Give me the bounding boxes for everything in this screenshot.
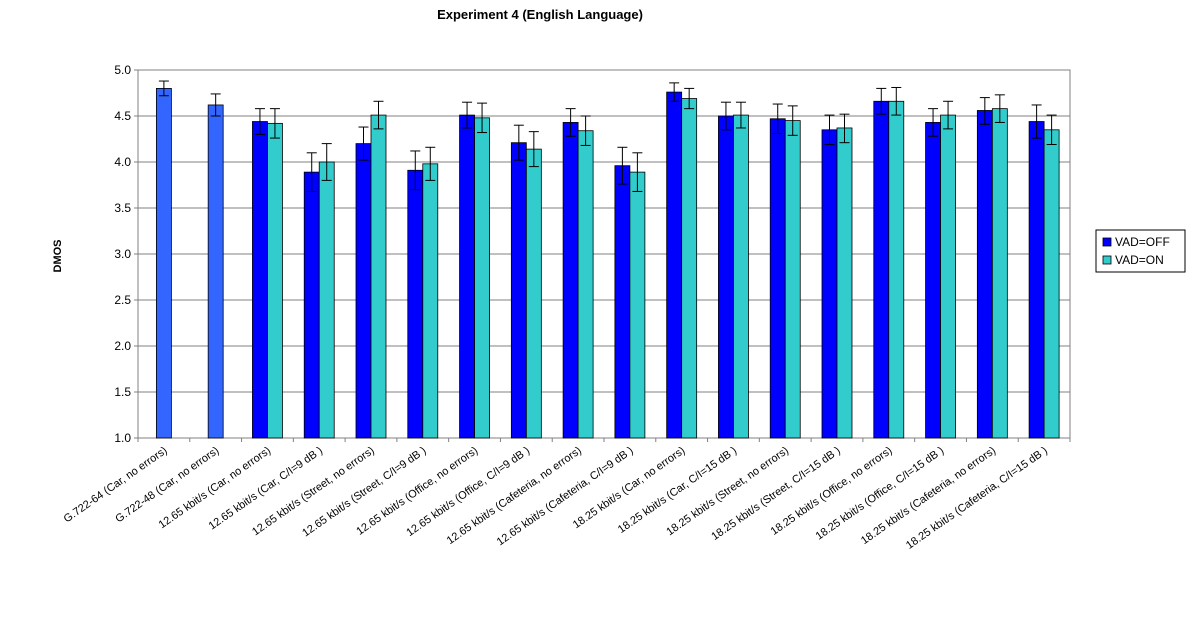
y-tick-label: 3.0 — [114, 247, 131, 261]
bar-vad-off — [976, 110, 993, 439]
legend-box — [1095, 229, 1186, 273]
bar-reference — [155, 88, 172, 439]
bar-vad-off — [614, 165, 631, 439]
bar-vad-on — [784, 120, 801, 439]
bar-vad-on — [267, 122, 283, 439]
y-tick-label: 3.5 — [114, 201, 131, 215]
bar-vad-off — [769, 118, 786, 439]
y-tick-labels: 1.0 1.5 2.0 2.5 3.0 3.5 4.0 4.5 5.0 — [114, 63, 131, 445]
error-bars — [158, 80, 1057, 192]
bar-vad-on — [474, 117, 490, 439]
bar-vad-on — [1043, 129, 1060, 439]
bar-vad-on — [991, 108, 1008, 439]
bar-vad-on — [577, 130, 594, 439]
bar-vad-off — [252, 121, 268, 439]
bar-vad-on — [370, 114, 387, 439]
bar-vad-on — [733, 114, 749, 439]
legend-swatch-vad-off — [1102, 237, 1112, 247]
bar-vad-off — [666, 91, 683, 439]
bar-vad-off — [355, 143, 372, 439]
y-tick-label: 4.0 — [114, 155, 131, 169]
bar-vad-off — [718, 115, 734, 439]
bar-vad-off — [925, 122, 941, 439]
bar-vad-off — [459, 114, 475, 439]
bar-vad-on — [888, 100, 905, 439]
y-tick-label: 2.0 — [114, 339, 131, 353]
bar-vad-on — [422, 163, 439, 439]
bar-vad-on — [629, 171, 646, 439]
y-tick-label: 5.0 — [114, 63, 131, 77]
bar-vad-on — [681, 98, 698, 439]
bar-vad-off — [873, 100, 890, 439]
bar-reference — [207, 104, 224, 439]
bar-vad-off — [303, 171, 320, 439]
legend-label-vad-off: VAD=OFF — [1115, 235, 1170, 249]
bar-vad-off — [562, 122, 579, 439]
legend-label-vad-on: VAD=ON — [1115, 253, 1164, 267]
bar-vad-on — [318, 161, 335, 439]
chart-title: Experiment 4 (English Language) — [437, 7, 643, 22]
legend-swatch-vad-on — [1102, 255, 1112, 265]
bar-vad-off — [821, 129, 838, 439]
bar-vad-on — [940, 114, 956, 439]
legend: VAD=OFF VAD=ON — [1095, 229, 1186, 273]
y-tick-label: 4.5 — [114, 109, 131, 123]
x-tick-labels: G.722-64 (Car, no errors)G.722-48 (Car, … — [62, 438, 1071, 552]
y-tick-label: 1.5 — [114, 385, 131, 399]
bar-vad-off — [1028, 121, 1045, 439]
gridlines — [134, 69, 1070, 439]
bar-vad-on — [836, 127, 853, 439]
y-axis-label: DMOS — [52, 240, 64, 273]
bar-vad-off — [510, 142, 527, 439]
y-tick-label: 2.5 — [114, 293, 131, 307]
bar-vad-off — [407, 169, 424, 439]
bar-vad-on — [525, 148, 542, 439]
y-tick-label: 1.0 — [114, 431, 131, 445]
